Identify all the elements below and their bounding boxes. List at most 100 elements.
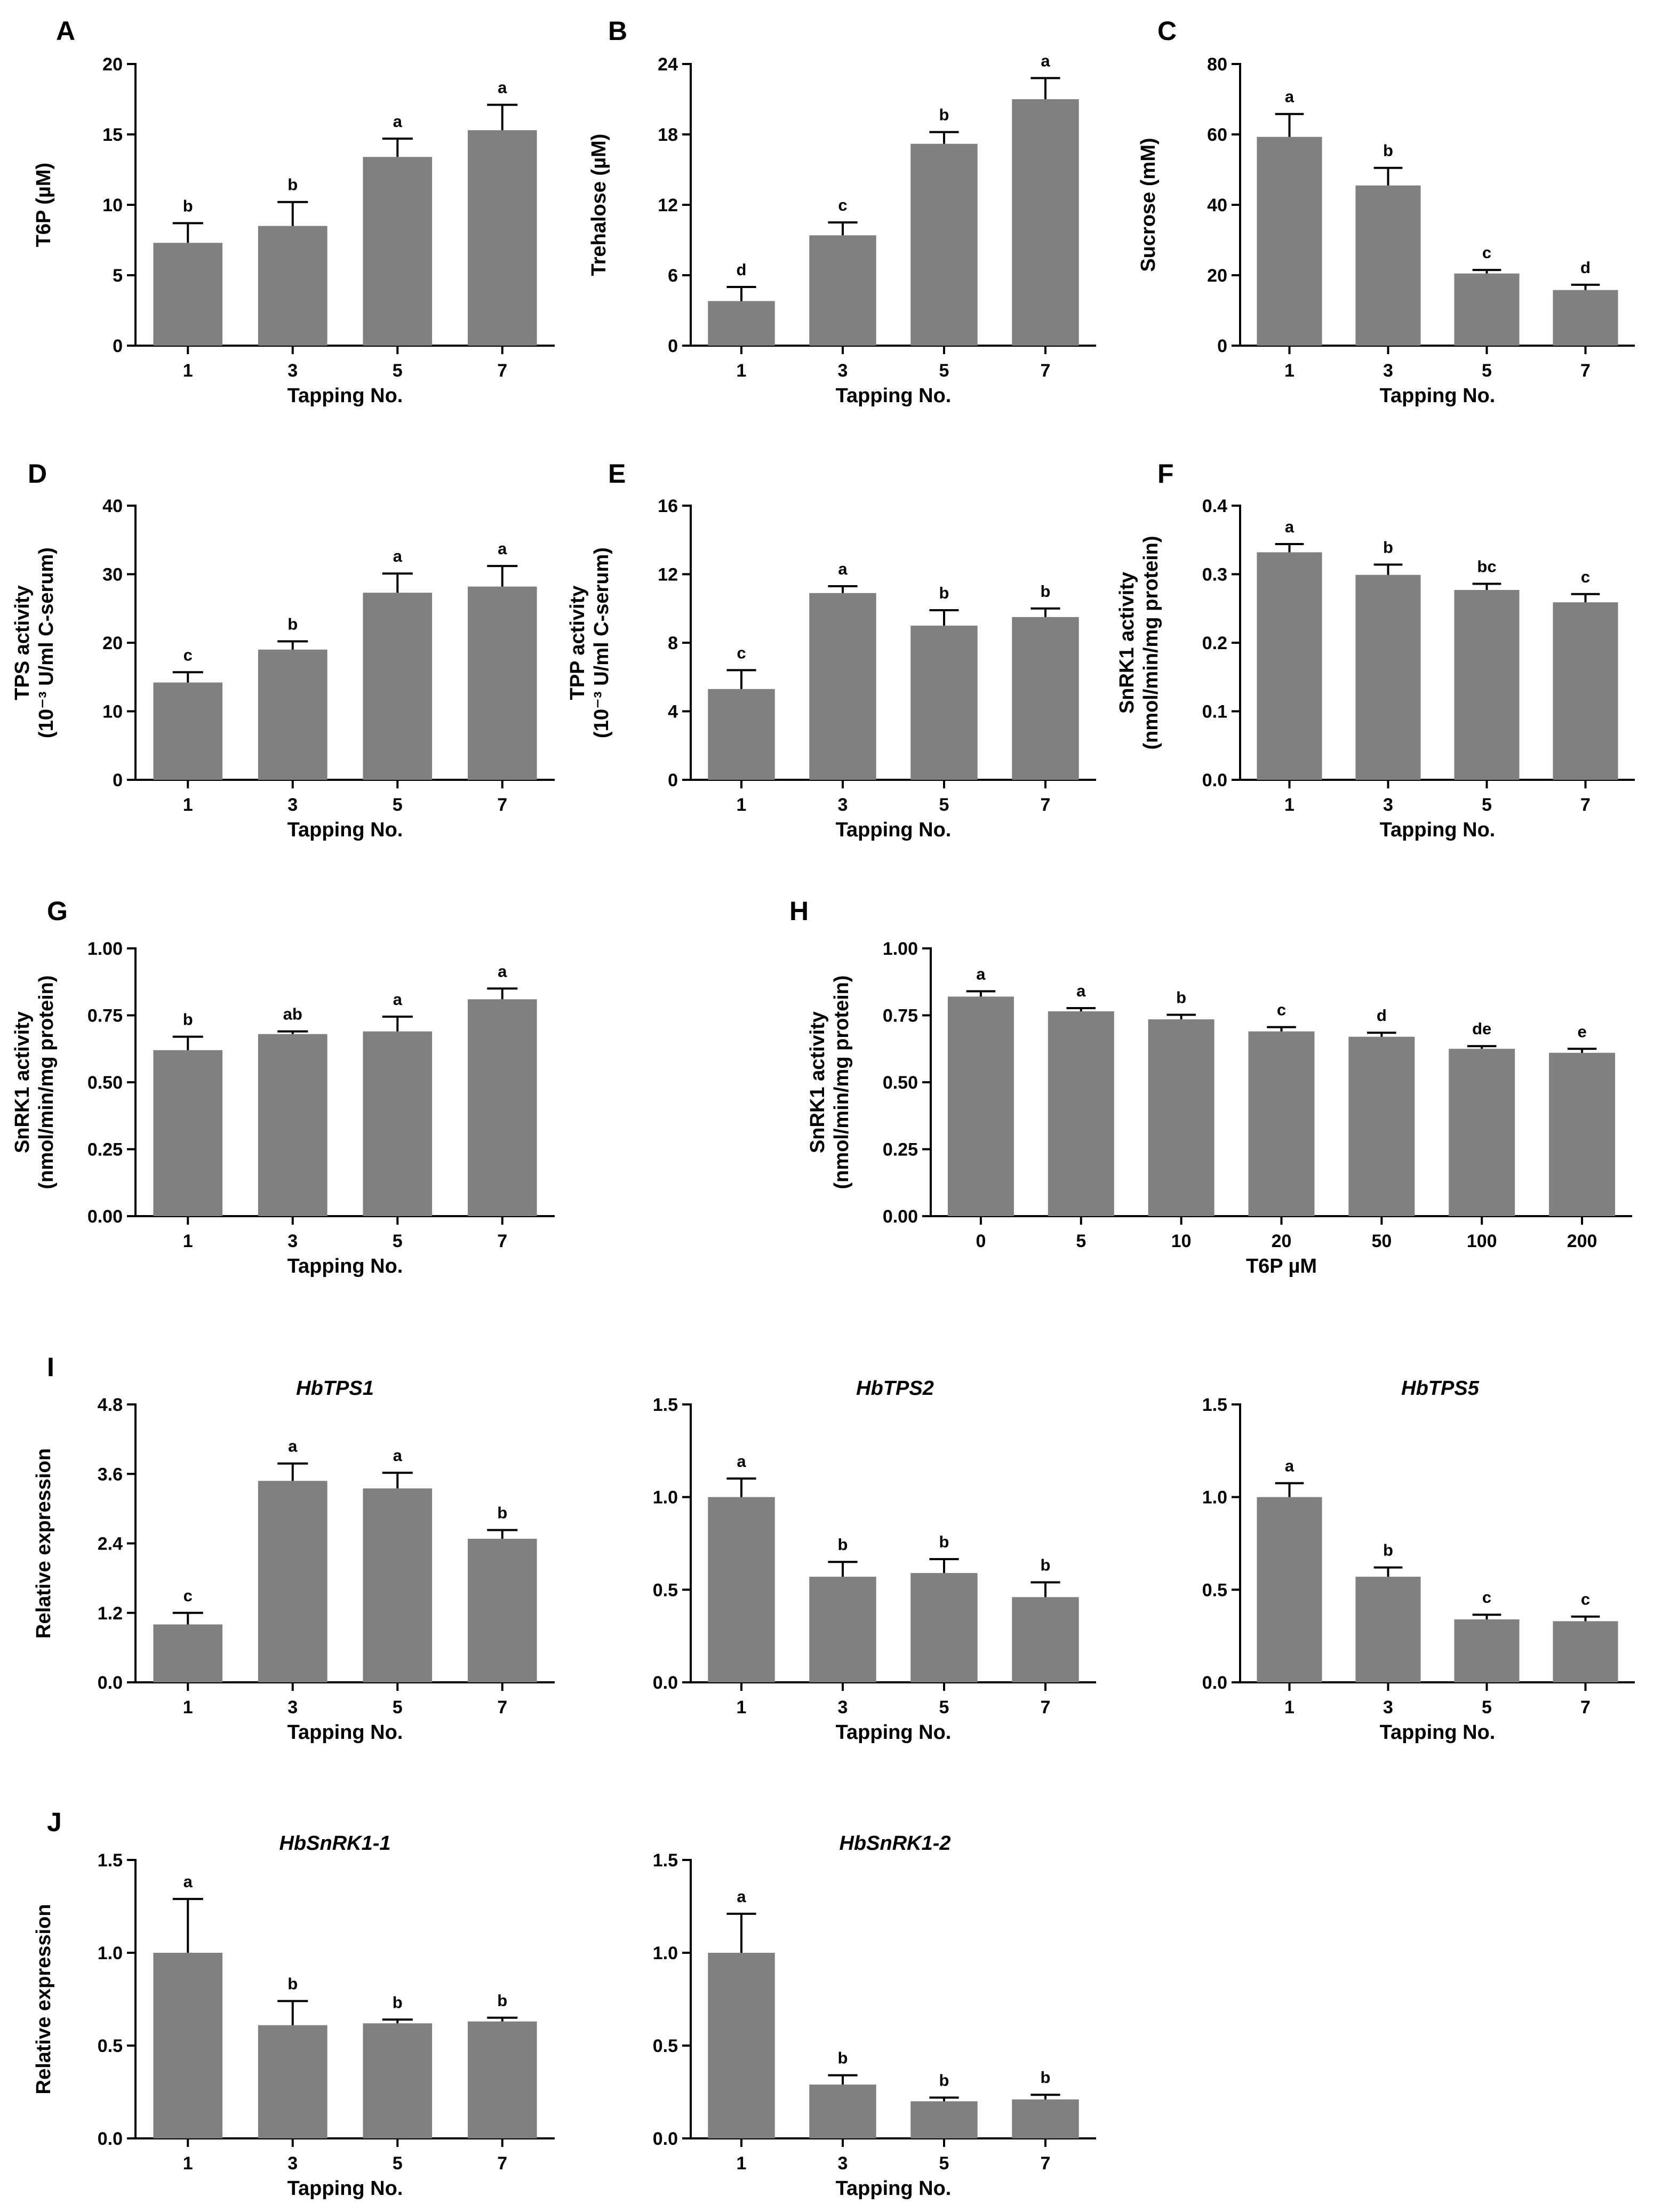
bar [258,1034,327,1216]
significance-letter: b [1041,2068,1051,2087]
bar [708,1497,775,1682]
bar [910,1573,978,1682]
chart-panel-g: G 0.00 0.25 0.50 0.75 1.00 SnRK1 activity (nmol… [11,896,555,1277]
x-tick-label: 1 [183,1697,193,1718]
bar [1355,185,1421,346]
y-tick-label: 1.5 [98,1850,123,1871]
x-tick-label: 5 [393,2153,403,2174]
x-tick-label: 1 [737,795,747,815]
chart-title: HbSnRK1-1 [279,1832,390,1855]
y-tick-label: 0.0 [98,2129,123,2149]
y-tick-label: 0.4 [1202,496,1227,516]
bar [708,689,775,780]
bar [809,235,876,346]
significance-letter: ab [283,1005,302,1024]
y-tick-label: 0.50 [883,1073,918,1093]
y-axis-title: Relative expression [33,1448,55,1639]
y-tick-label: 1.5 [653,1395,678,1415]
y-tick-label: 16 [658,496,678,516]
y-tick-label: 0 [668,336,678,356]
y-tick-label: 0.25 [87,1140,123,1160]
x-tick-label: 7 [1041,2153,1051,2174]
x-tick-label: 7 [497,795,507,815]
x-tick-label: 7 [1580,361,1591,381]
y-tick-label: 4.8 [98,1395,123,1415]
x-axis-title: Tapping No. [836,819,952,841]
x-tick-label: 5 [393,1231,403,1251]
x-tick-label: 1 [183,361,193,381]
x-tick-label: 0 [976,1231,986,1251]
bar [1553,290,1618,346]
bar [153,1050,223,1216]
bar [153,1624,223,1682]
y-tick-label: 40 [102,496,123,516]
panel-letter: E [608,459,626,489]
y-tick-label: 0.0 [98,1673,123,1693]
y-tick-label: 80 [1207,54,1227,75]
y-axis-title-line1: TPP activity [566,586,589,700]
significance-letter: b [183,1010,193,1029]
x-tick-label: 1 [737,2153,747,2174]
bar [363,1488,433,1682]
y-tick-label: 12 [658,565,678,585]
chart-title: HbSnRK1-2 [839,1832,950,1855]
x-tick-label: 3 [287,1231,298,1251]
significance-letter: b [1041,582,1051,601]
significance-letter: d [737,260,747,279]
x-tick-label: 3 [838,2153,848,2174]
significance-letter: b [1176,988,1186,1007]
significance-letter: b [183,196,193,215]
bar [153,243,223,346]
y-tick-label: 40 [1207,195,1227,215]
y-tick-label: 1.0 [653,1943,678,1963]
y-tick-label: 0.0 [653,1673,678,1693]
bar [153,682,223,780]
y-axis-title: T6P (µM) [33,163,55,247]
bar [467,999,537,1216]
x-tick-label: 1 [183,2153,193,2174]
significance-letter: c [1482,1588,1491,1607]
y-axis-title-line1: TPS activity [11,585,34,700]
bar [1355,1577,1421,1682]
y-tick-label: 0 [668,770,678,790]
significance-letter: b [497,1991,507,2010]
bar [467,130,537,346]
significance-letter: b [838,2049,848,2067]
x-tick-label: 1 [1284,795,1295,815]
y-axis-title: Trehalose (µM) [588,134,610,276]
x-axis-title: Tapping No. [287,385,403,407]
bar [1012,99,1079,346]
y-tick-label: 1.00 [87,939,123,959]
y-tick-label: 0.75 [883,1006,918,1026]
x-tick-label: 3 [1383,361,1393,381]
y-tick-label: 2.4 [98,1534,123,1554]
significance-letter: a [498,962,507,980]
significance-letter: b [1383,141,1393,160]
chart-panel-a: A 0 5 10 15 20 T6P (µM) b 1 b 3 a 5 a 7 Tapping No. [33,16,555,407]
x-tick-label: 7 [497,1697,507,1718]
chart-panel-e: E 0 4 8 12 16 TPP activity (10⁻³ U/ml C-serum) c… [566,459,1096,841]
y-axis-title-line1: SnRK1 activity [806,1011,829,1153]
y-tick-label: 3.6 [98,1464,123,1484]
x-tick-label: 3 [1383,795,1393,815]
bar [910,625,978,780]
bar [467,586,537,780]
x-tick-label: 1 [183,795,193,815]
panel-letter: H [789,896,809,926]
x-tick-label: 3 [287,1697,298,1718]
bar [1553,1621,1618,1682]
bar [809,1577,876,1682]
x-tick-label: 7 [1580,1697,1591,1718]
significance-letter: b [939,106,949,124]
chart-title: HbTPS5 [1401,1377,1480,1400]
x-axis-title: Tapping No. [1380,819,1496,841]
x-tick-label: 5 [393,795,403,815]
significance-letter: b [287,614,298,633]
x-tick-label: 20 [1272,1231,1292,1251]
significance-letter: b [939,584,949,602]
y-tick-label: 1.2 [98,1603,123,1624]
x-tick-label: 5 [939,1697,949,1718]
significance-letter: c [1482,243,1491,262]
significance-letter: a [1285,517,1295,536]
significance-letter: d [1377,1006,1387,1025]
